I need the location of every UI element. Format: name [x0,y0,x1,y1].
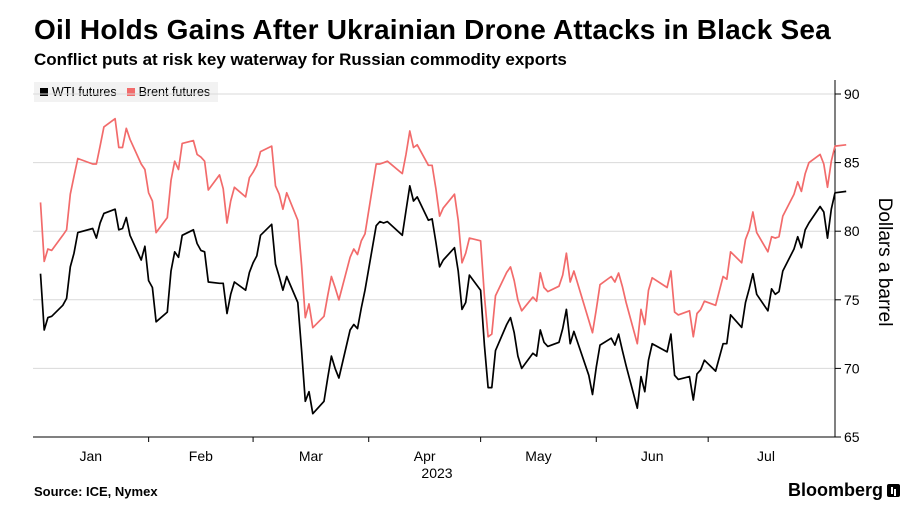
y-axis: 65 70 75 80 85 90 [834,80,860,445]
legend-swatch-brent [126,88,135,96]
legend-label-wti: WTI futures [52,85,117,99]
x-tick-label: Jun [641,448,664,464]
x-tick-label: Jan [80,448,103,464]
y-tick-label: 80 [844,223,860,239]
series-lines [39,117,847,415]
source-note: Source: ICE, Nymex [34,484,158,499]
x-tick-label: Mar [299,448,323,464]
legend-label-brent: Brent futures [138,85,211,99]
chart-title: Oil Holds Gains After Ukrainian Drone At… [34,14,831,45]
y-tick-label: 85 [844,155,860,171]
legend-item-wti: WTI futures [40,85,117,99]
y-tick-label: 70 [844,360,860,376]
chart-subtitle: Conflict puts at risk key waterway for R… [34,50,567,69]
brent-futures-line [39,117,847,345]
chart-legend: WTI futures Brent futures [34,82,219,102]
x-tick-label: Jul [757,448,775,464]
legend-swatch-wti [40,88,48,96]
x-tick-label: Feb [189,448,213,464]
x-tick-label: Apr [414,448,436,464]
brand-name: Bloomberg [787,480,883,500]
y-tick-label: 65 [844,429,860,445]
year-label: 2023 [421,465,452,481]
x-axis: Jan Feb Mar Apr May Jun Jul [33,436,835,464]
bloomberg-logo-icon [887,484,900,497]
legend-item-brent: Brent futures [126,85,211,99]
y-axis-label: Dollars a barrel [874,198,895,327]
y-tick-label: 75 [844,292,860,308]
brand-logo: Bloomberg [788,480,900,501]
wti-futures-line [39,185,847,415]
x-tick-label: May [525,448,551,464]
y-tick-label: 90 [844,86,860,102]
